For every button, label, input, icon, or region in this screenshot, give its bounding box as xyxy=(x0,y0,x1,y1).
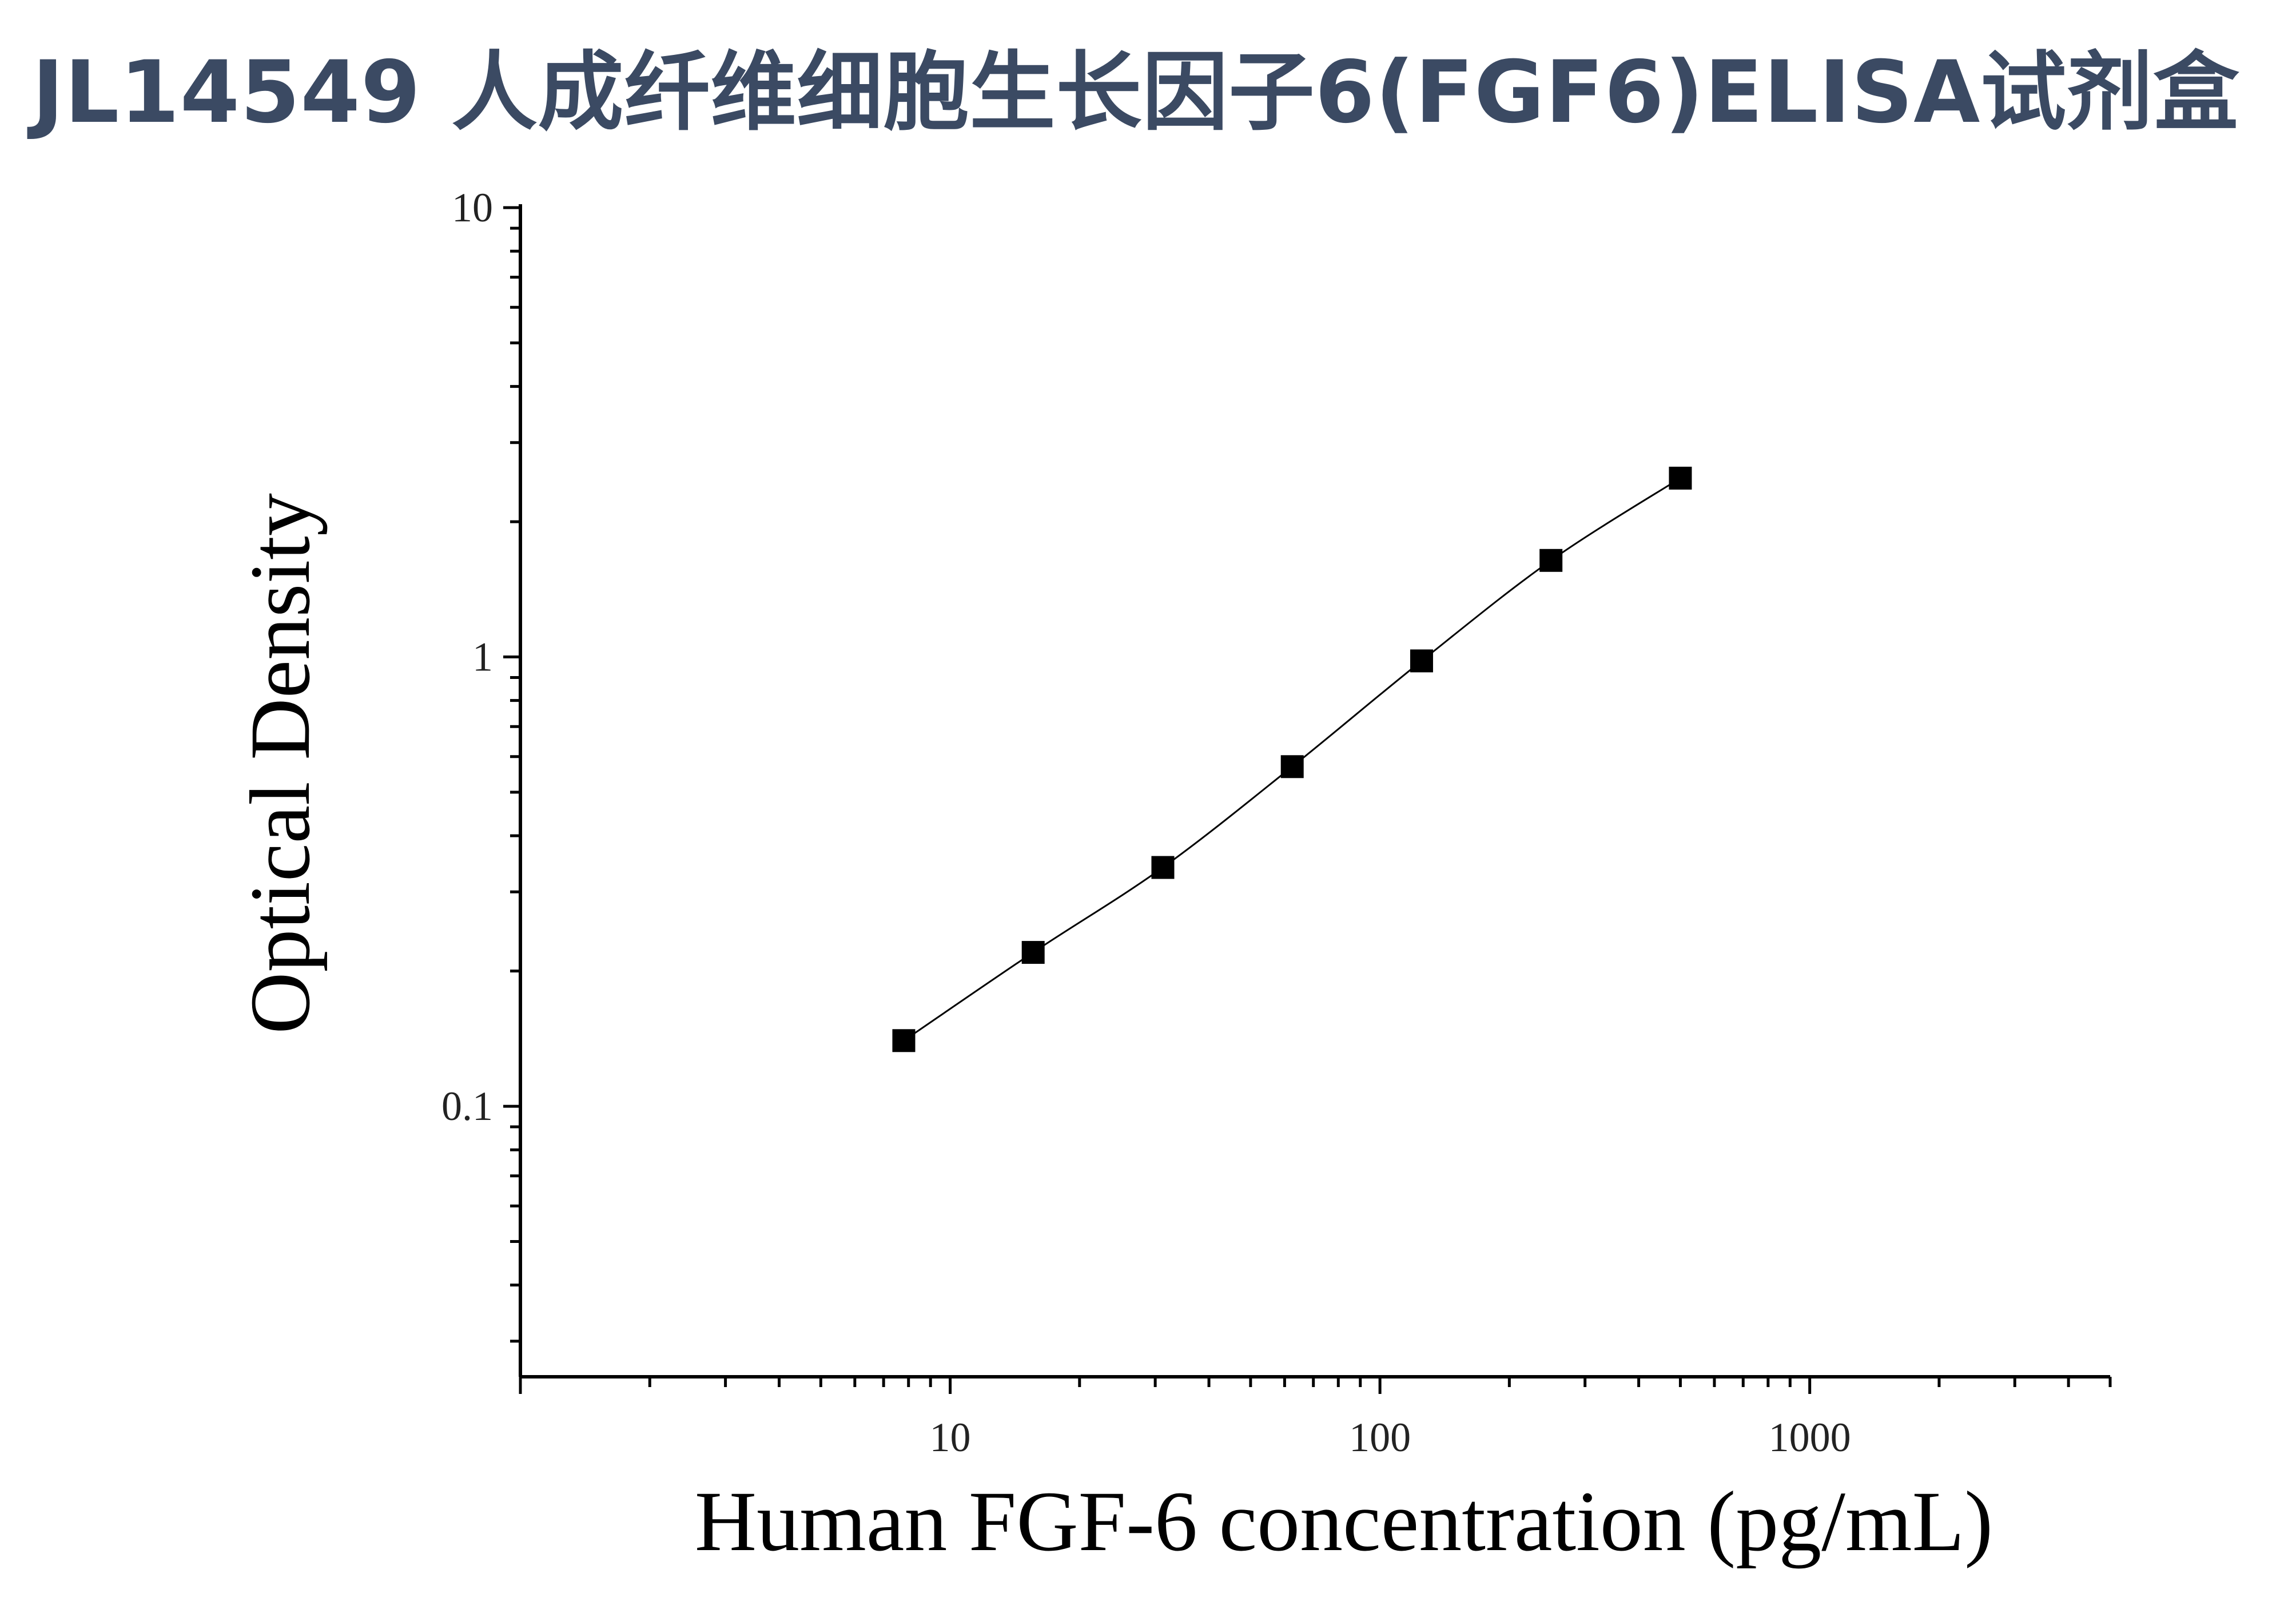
x-tick-label: 10 xyxy=(930,1415,971,1460)
data-points xyxy=(892,466,1692,1052)
page-title: JL14549 人成纤维细胞生长因子6(FGF6)ELISA试剂盒 xyxy=(32,43,2240,142)
data-point xyxy=(1410,649,1433,673)
tick-labels: 10 100 1000 0.1 1 10 xyxy=(441,185,1851,1460)
axis-ticks xyxy=(503,206,2112,1394)
y-axis-title: Optical Density xyxy=(233,493,328,1034)
y-tick-label: 0.1 xyxy=(441,1083,493,1129)
data-point xyxy=(1280,755,1304,778)
x-tick-label: 100 xyxy=(1349,1415,1411,1460)
data-point xyxy=(1539,549,1563,572)
x-tick-label: 1000 xyxy=(1769,1415,1851,1460)
data-point xyxy=(1021,941,1045,964)
data-point xyxy=(1669,466,1692,490)
y-tick-label: 10 xyxy=(452,185,493,231)
data-point xyxy=(892,1029,916,1052)
x-axis-title: Human FGF-6 concentration (pg/mL) xyxy=(695,1474,1993,1569)
data-point xyxy=(1151,856,1175,879)
axes xyxy=(519,204,2110,1378)
y-tick-label: 1 xyxy=(472,634,493,680)
